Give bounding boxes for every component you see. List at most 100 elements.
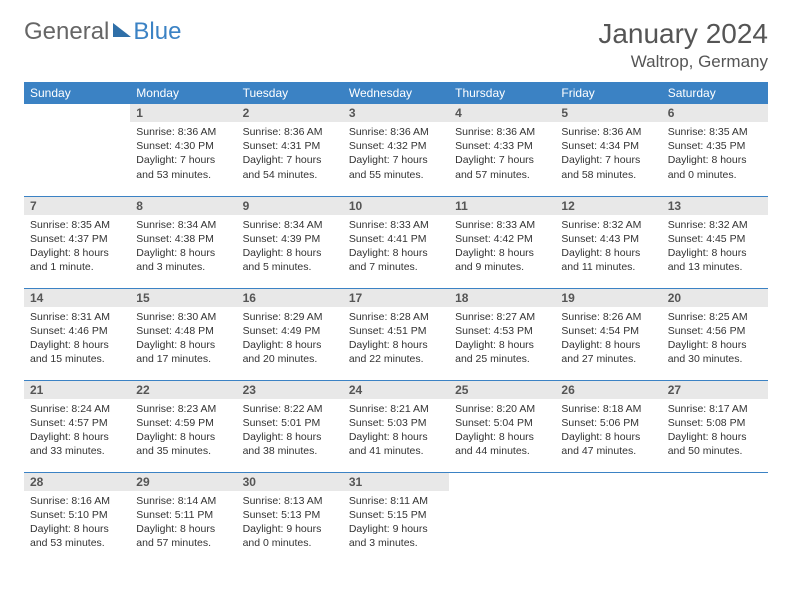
day-number: 28 (24, 473, 130, 491)
calendar-cell: 2Sunrise: 8:36 AMSunset: 4:31 PMDaylight… (237, 104, 343, 196)
day-details: Sunrise: 8:33 AMSunset: 4:41 PMDaylight:… (343, 215, 449, 280)
day-details: Sunrise: 8:16 AMSunset: 5:10 PMDaylight:… (24, 491, 130, 556)
sunrise-text: Sunrise: 8:36 AM (349, 125, 443, 139)
logo-text-1: General (24, 18, 109, 46)
page-title: January 2024 (598, 18, 768, 50)
day-number: 3 (343, 104, 449, 122)
day-details: Sunrise: 8:34 AMSunset: 4:38 PMDaylight:… (130, 215, 236, 280)
day-number: 17 (343, 289, 449, 307)
calendar-cell: 19 Sunrise: 8:26 AMSunset: 4:54 PMDayligh… (555, 288, 661, 380)
daylight-text: Daylight: 8 hours and 11 minutes. (561, 246, 655, 274)
day-number: 13 (662, 197, 768, 215)
calendar-cell: 29Sunrise: 8:14 AMSunset: 5:11 PMDayligh… (130, 472, 236, 564)
day-number: 19 (555, 289, 661, 307)
sunset-text: Sunset: 5:01 PM (243, 416, 337, 430)
sunrise-text: Sunrise: 8:35 AM (668, 125, 762, 139)
day-number: 15 (130, 289, 236, 307)
day-header: Wednesday (343, 82, 449, 104)
sunset-text: Sunset: 5:13 PM (243, 508, 337, 522)
calendar-cell: 27Sunrise: 8:17 AMSunset: 5:08 PMDayligh… (662, 380, 768, 472)
daylight-text: Daylight: 8 hours and 13 minutes. (668, 246, 762, 274)
sunrise-text: Sunrise: 8:26 AM (561, 310, 655, 324)
sunrise-text: Sunrise: 8:30 AM (136, 310, 230, 324)
calendar-week-row: 28Sunrise: 8:16 AMSunset: 5:10 PMDayligh… (24, 472, 768, 564)
sunset-text: Sunset: 4:45 PM (668, 232, 762, 246)
day-number: 5 (555, 104, 661, 122)
sunrise-text: Sunrise: 8:22 AM (243, 402, 337, 416)
day-number: 1 (130, 104, 236, 122)
location-subtitle: Waltrop, Germany (598, 52, 768, 72)
sunrise-text: Sunrise: 8:33 AM (455, 218, 549, 232)
calendar-week-row: 7Sunrise: 8:35 AMSunset: 4:37 PMDaylight… (24, 196, 768, 288)
sunrise-text: Sunrise: 8:18 AM (561, 402, 655, 416)
sunrise-text: Sunrise: 8:14 AM (136, 494, 230, 508)
daylight-text: Daylight: 8 hours and 15 minutes. (30, 338, 124, 366)
calendar-cell: 14Sunrise: 8:31 AMSunset: 4:46 PMDayligh… (24, 288, 130, 380)
calendar-week-row: 14Sunrise: 8:31 AMSunset: 4:46 PMDayligh… (24, 288, 768, 380)
sunset-text: Sunset: 5:06 PM (561, 416, 655, 430)
day-number: 4 (449, 104, 555, 122)
calendar-cell: 8Sunrise: 8:34 AMSunset: 4:38 PMDaylight… (130, 196, 236, 288)
day-number: 29 (130, 473, 236, 491)
sunrise-text: Sunrise: 8:25 AM (668, 310, 762, 324)
day-header: Saturday (662, 82, 768, 104)
sunrise-text: Sunrise: 8:36 AM (243, 125, 337, 139)
calendar-cell: 9Sunrise: 8:34 AMSunset: 4:39 PMDaylight… (237, 196, 343, 288)
day-details: Sunrise: 8:36 AMSunset: 4:30 PMDaylight:… (130, 122, 236, 187)
sunrise-text: Sunrise: 8:35 AM (30, 218, 124, 232)
day-number: 21 (24, 381, 130, 399)
sunset-text: Sunset: 4:59 PM (136, 416, 230, 430)
day-number: 8 (130, 197, 236, 215)
day-details: Sunrise: 8:29 AMSunset: 4:49 PMDaylight:… (237, 307, 343, 372)
day-number: 7 (24, 197, 130, 215)
daylight-text: Daylight: 7 hours and 54 minutes. (243, 153, 337, 181)
day-details: Sunrise: 8:36 AMSunset: 4:33 PMDaylight:… (449, 122, 555, 187)
sunset-text: Sunset: 5:03 PM (349, 416, 443, 430)
calendar-cell: 28Sunrise: 8:16 AMSunset: 5:10 PMDayligh… (24, 472, 130, 564)
daylight-text: Daylight: 8 hours and 0 minutes. (668, 153, 762, 181)
sunset-text: Sunset: 4:48 PM (136, 324, 230, 338)
daylight-text: Daylight: 7 hours and 55 minutes. (349, 153, 443, 181)
daylight-text: Daylight: 8 hours and 22 minutes. (349, 338, 443, 366)
daylight-text: Daylight: 8 hours and 44 minutes. (455, 430, 549, 458)
sunset-text: Sunset: 4:54 PM (561, 324, 655, 338)
day-details: Sunrise: 8:32 AMSunset: 4:45 PMDaylight:… (662, 215, 768, 280)
day-number: 24 (343, 381, 449, 399)
day-details: Sunrise: 8:11 AMSunset: 5:15 PMDaylight:… (343, 491, 449, 556)
daylight-text: Daylight: 8 hours and 3 minutes. (136, 246, 230, 274)
daylight-text: Daylight: 8 hours and 35 minutes. (136, 430, 230, 458)
daylight-text: Daylight: 8 hours and 47 minutes. (561, 430, 655, 458)
day-number (555, 473, 661, 477)
daylight-text: Daylight: 8 hours and 41 minutes. (349, 430, 443, 458)
calendar-cell: 18Sunrise: 8:27 AMSunset: 4:53 PMDayligh… (449, 288, 555, 380)
day-details: Sunrise: 8:32 AMSunset: 4:43 PMDaylight:… (555, 215, 661, 280)
sunset-text: Sunset: 4:41 PM (349, 232, 443, 246)
logo: General Blue (24, 18, 181, 46)
daylight-text: Daylight: 9 hours and 3 minutes. (349, 522, 443, 550)
day-number: 6 (662, 104, 768, 122)
sunset-text: Sunset: 4:53 PM (455, 324, 549, 338)
day-number: 11 (449, 197, 555, 215)
daylight-text: Daylight: 8 hours and 27 minutes. (561, 338, 655, 366)
sunrise-text: Sunrise: 8:24 AM (30, 402, 124, 416)
calendar-cell (449, 472, 555, 564)
day-number: 10 (343, 197, 449, 215)
day-details: Sunrise: 8:25 AMSunset: 4:56 PMDaylight:… (662, 307, 768, 372)
daylight-text: Daylight: 9 hours and 0 minutes. (243, 522, 337, 550)
header: General Blue January 2024 Waltrop, Germa… (24, 18, 768, 72)
day-number: 22 (130, 381, 236, 399)
sunrise-text: Sunrise: 8:32 AM (668, 218, 762, 232)
day-details: Sunrise: 8:35 AMSunset: 4:37 PMDaylight:… (24, 215, 130, 280)
daylight-text: Daylight: 8 hours and 50 minutes. (668, 430, 762, 458)
calendar-cell: 11Sunrise: 8:33 AMSunset: 4:42 PMDayligh… (449, 196, 555, 288)
daylight-text: Daylight: 7 hours and 53 minutes. (136, 153, 230, 181)
calendar-table: Sunday Monday Tuesday Wednesday Thursday… (24, 82, 768, 564)
calendar-week-row: 21Sunrise: 8:24 AMSunset: 4:57 PMDayligh… (24, 380, 768, 472)
day-details: Sunrise: 8:35 AMSunset: 4:35 PMDaylight:… (662, 122, 768, 187)
day-header: Friday (555, 82, 661, 104)
day-details: Sunrise: 8:17 AMSunset: 5:08 PMDaylight:… (662, 399, 768, 464)
day-number: 25 (449, 381, 555, 399)
sunset-text: Sunset: 4:30 PM (136, 139, 230, 153)
day-header: Sunday (24, 82, 130, 104)
sunrise-text: Sunrise: 8:17 AM (668, 402, 762, 416)
